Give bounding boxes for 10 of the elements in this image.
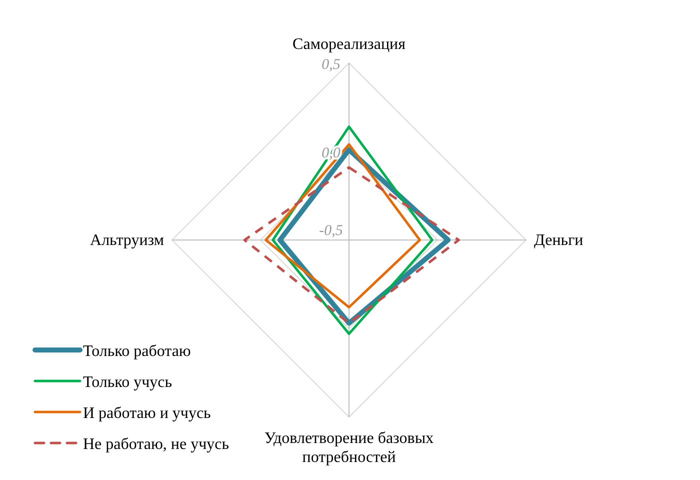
spoke-label: Самореализация	[292, 36, 406, 53]
legend-label: И работаю и учусь	[83, 405, 211, 422]
spoke-label: Альтруизм	[90, 232, 164, 249]
y-tick-label: -0,5	[319, 223, 344, 239]
y-tick-label: 0,5	[322, 57, 341, 73]
legend-label: Только работаю	[83, 343, 191, 360]
legend-label: Только учусь	[83, 374, 172, 391]
spoke-label: Удовлетворение базовых потребностей	[264, 430, 434, 466]
spoke-label: Деньги	[534, 232, 584, 249]
legend-label: Не работаю, не учусь	[83, 436, 230, 453]
